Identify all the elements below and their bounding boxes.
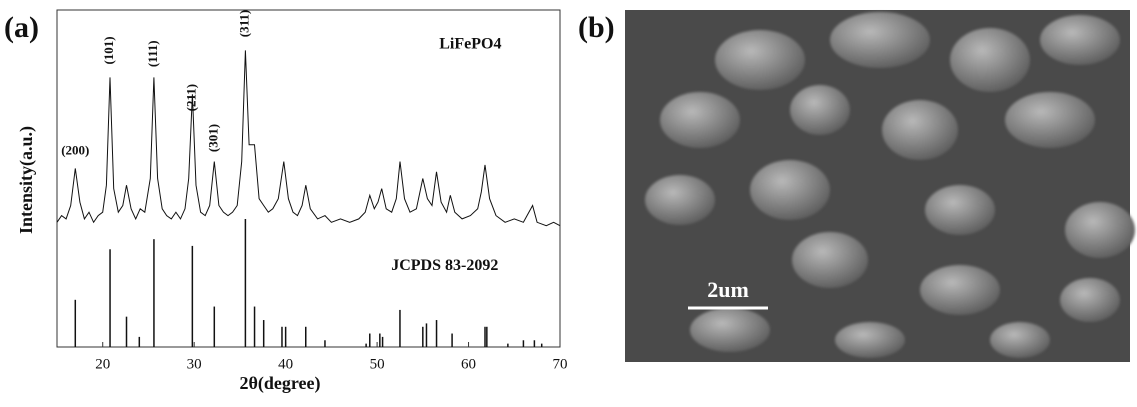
x-tick-label: 30 [187, 356, 202, 372]
panel-label: (b) [578, 11, 615, 44]
peak-label: (211) [183, 84, 198, 111]
peak-label: (301) [205, 124, 220, 152]
x-tick-label: 50 [370, 356, 385, 372]
x-tick-label: 40 [278, 356, 293, 372]
scale-bar-label: 2um [707, 277, 749, 302]
x-tick-label: 60 [461, 356, 476, 372]
x-axis-label: 2θ(degree) [239, 373, 320, 394]
x-tick-label: 70 [553, 356, 568, 372]
panel-label: (a) [4, 11, 39, 44]
peak-label: (311) [236, 10, 251, 37]
series-label: JCPDS 83-2092 [391, 257, 498, 274]
plot-frame [56, 9, 561, 348]
x-tick-label: 20 [95, 356, 110, 372]
y-axis-label: Intensity(a.u.) [16, 126, 37, 234]
peak-label: (200) [61, 143, 89, 158]
peak-label: (111) [145, 40, 160, 67]
pattern-line [56, 50, 561, 227]
series-label: LiFePO4 [439, 36, 501, 53]
peak-label: (101) [101, 36, 116, 64]
sem-image [625, 10, 1135, 362]
